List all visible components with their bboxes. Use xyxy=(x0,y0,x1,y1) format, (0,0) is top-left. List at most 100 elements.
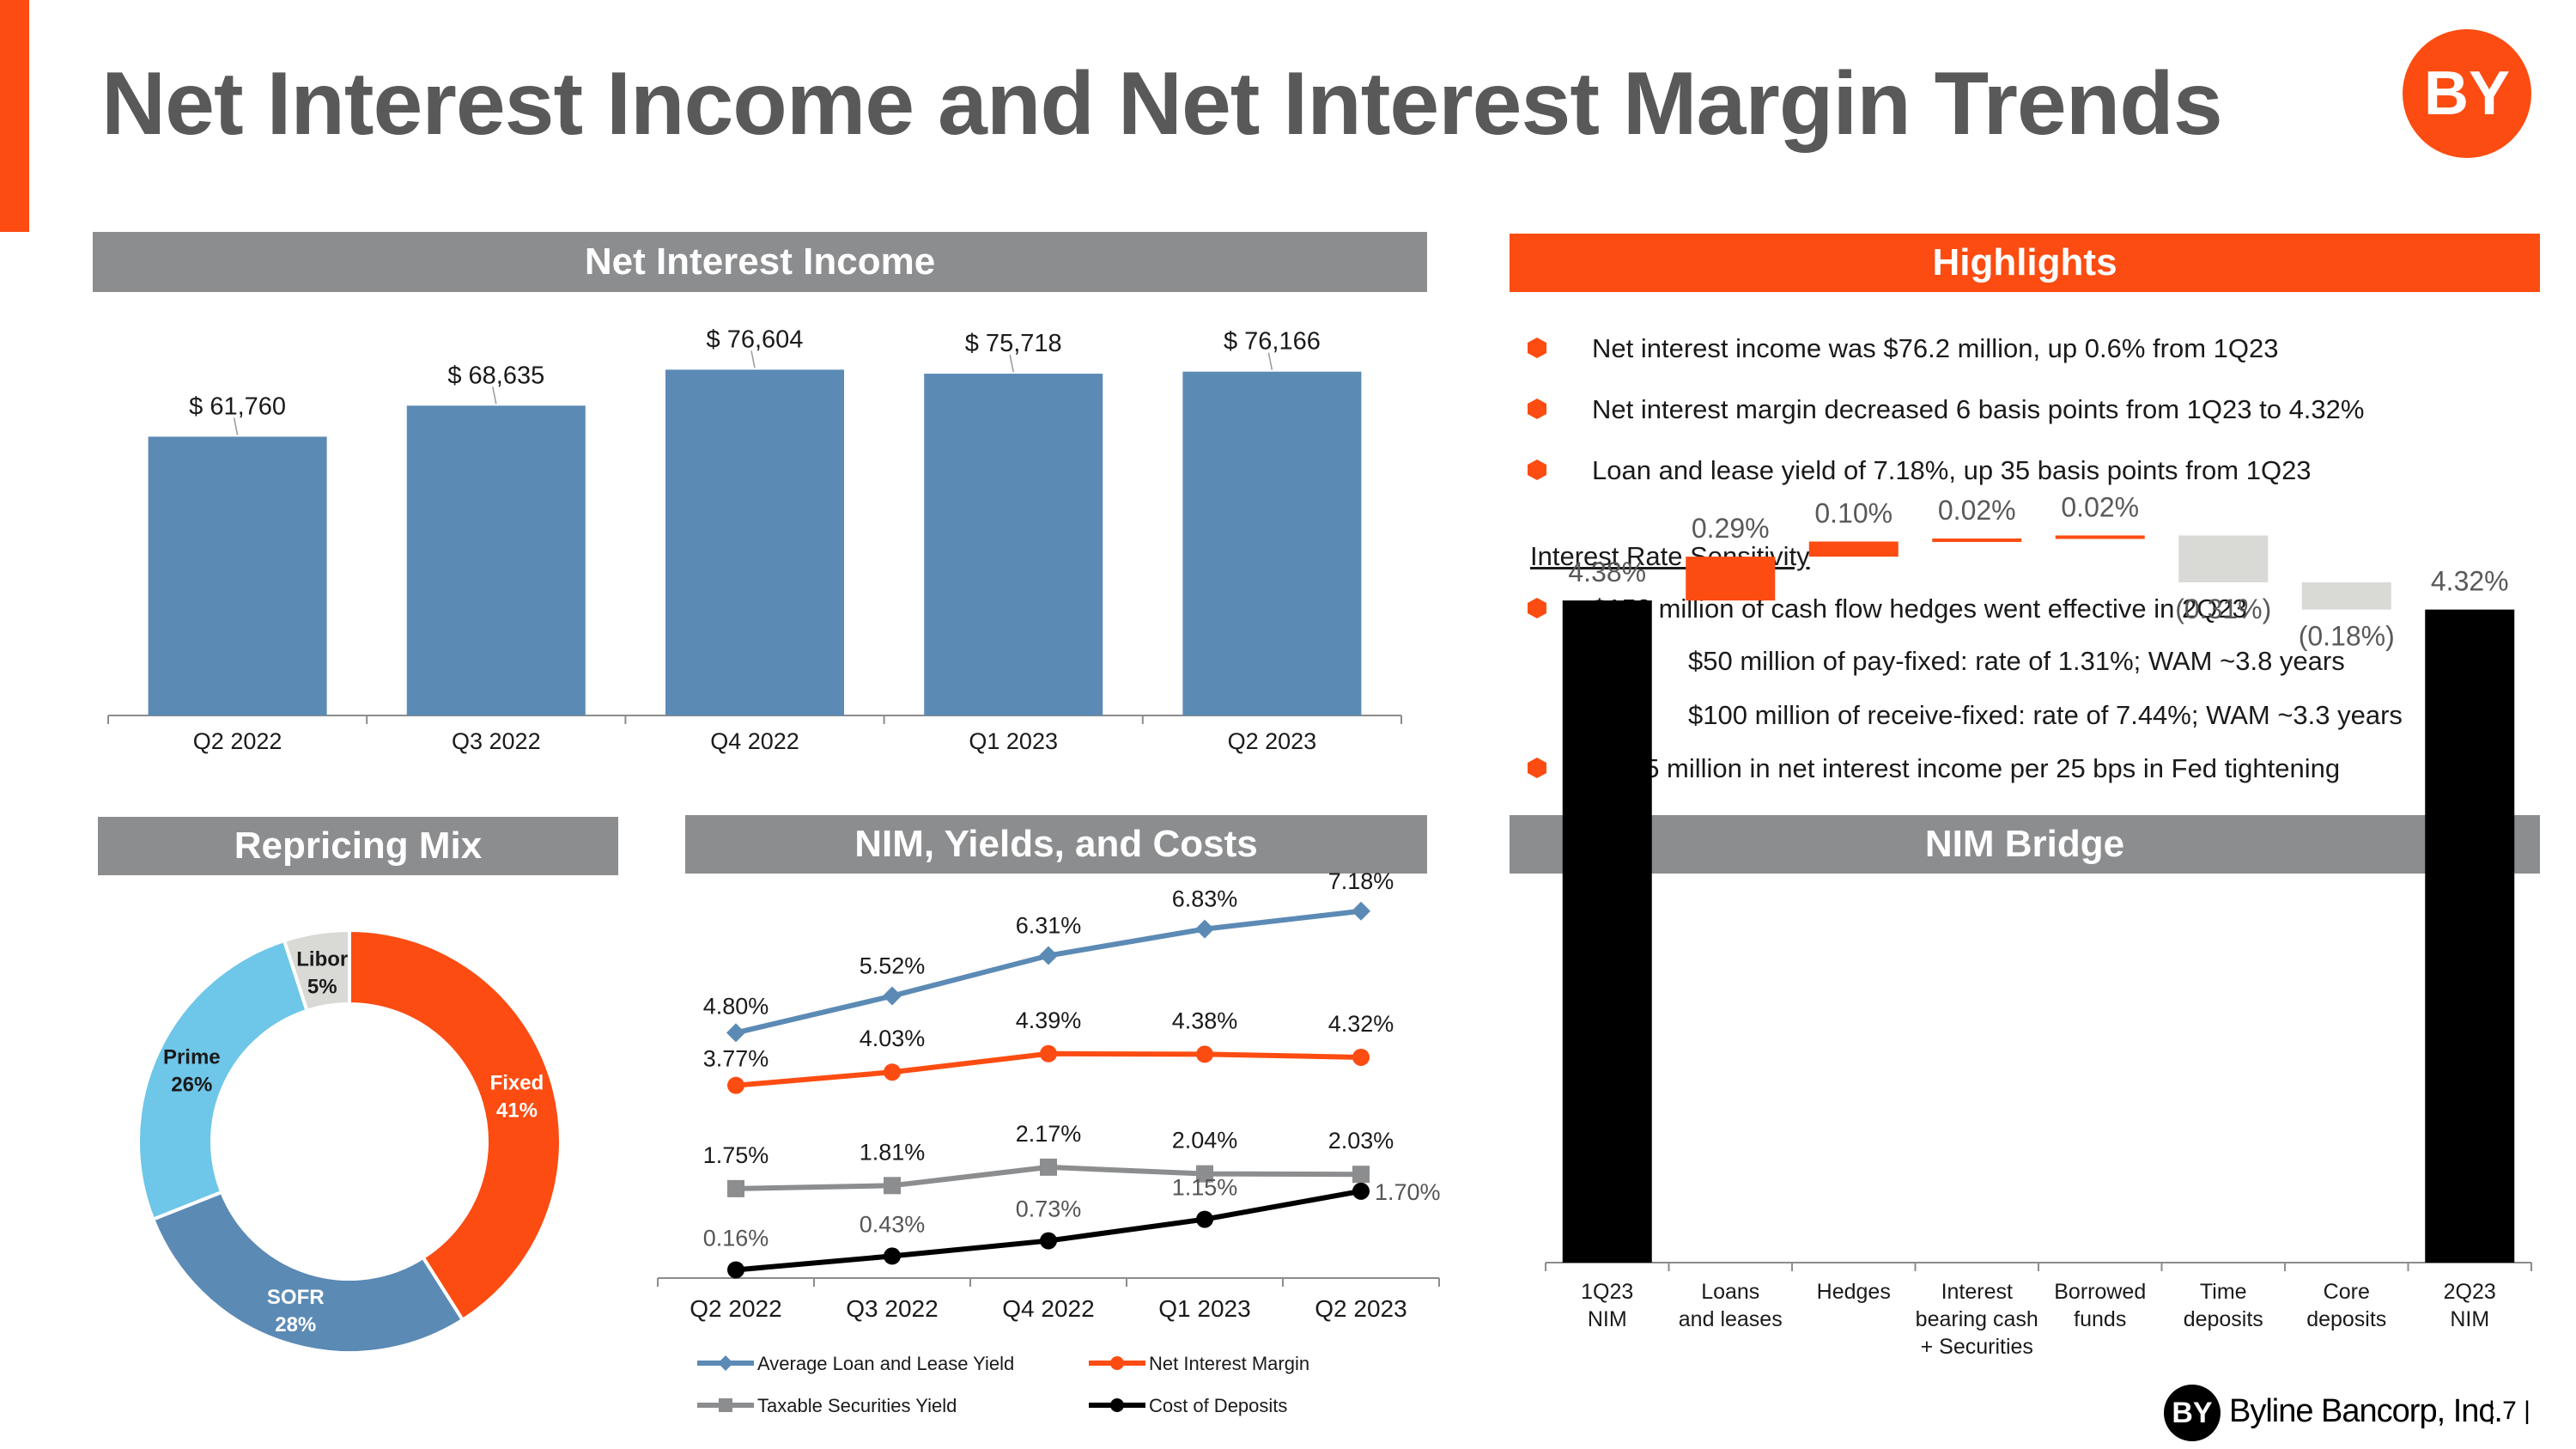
bridge-category-label: deposits xyxy=(2184,1307,2263,1331)
nim-data-label: 7.18% xyxy=(1328,868,1394,894)
donut-label-name: Libor xyxy=(296,947,348,971)
bridge-bar xyxy=(1932,538,2022,542)
nii-category-label: Q2 2022 xyxy=(193,728,283,754)
bridge-data-label: 0.02% xyxy=(1938,495,2016,526)
nim-legend-marker xyxy=(1110,1398,1124,1412)
nim-series-marker xyxy=(727,1076,744,1094)
nim-series-marker xyxy=(1196,1210,1213,1228)
bridge-category-label: NIM xyxy=(2450,1307,2489,1331)
nii-section-header: Net Interest Income xyxy=(93,232,1427,292)
nim-legend-marker xyxy=(1110,1356,1124,1370)
bridge-bar xyxy=(2425,609,2515,1263)
nim-data-label: 2.17% xyxy=(1016,1121,1082,1147)
bridge-category-label: Hedges xyxy=(1817,1280,1891,1304)
nii-data-label: $ 76,166 xyxy=(1224,328,1321,356)
donut-slice-libor xyxy=(282,928,351,1014)
nim-series-marker xyxy=(727,1261,744,1279)
nii-label-leader xyxy=(233,417,239,435)
irs-sub-item: $100 million of receive-fixed: rate of 7… xyxy=(1688,700,2403,730)
highlight-item: Net interest income was $76.2 million, u… xyxy=(1592,333,2279,363)
bridge-category-label: NIM xyxy=(1588,1307,1627,1331)
nim-category-label: Q1 2023 xyxy=(1158,1295,1250,1322)
nim-data-label: 3.77% xyxy=(703,1046,769,1072)
bridge-category-label: Loans xyxy=(1701,1280,1759,1304)
highlights-section-header: Highlights xyxy=(1510,234,2540,292)
nii-data-label: $ 76,604 xyxy=(707,326,804,353)
bridge-category-label: funds xyxy=(2074,1307,2126,1331)
bridge-category-label: Time xyxy=(2200,1280,2247,1304)
nim-data-label: 1.75% xyxy=(703,1142,769,1168)
nim-series-marker xyxy=(727,1179,744,1197)
donut-label-value: 41% xyxy=(496,1099,538,1122)
donut-slice-fixed xyxy=(348,928,562,1323)
irs-sub-item: $50 million of pay-fixed: rate of 1.31%;… xyxy=(1688,646,2345,676)
bridge-bar xyxy=(1686,557,1776,601)
nim-legend-marker xyxy=(719,1398,732,1412)
irs-item: +$2.5 million in net interest income per… xyxy=(1592,753,2341,783)
nim-data-label: 4.80% xyxy=(703,993,769,1019)
nim-series-marker xyxy=(1196,1045,1213,1063)
bridge-category-label: Core xyxy=(2324,1280,2370,1304)
nim-data-label: 1.81% xyxy=(860,1139,926,1165)
nim-series-marker xyxy=(1040,1158,1057,1176)
bridge-bar xyxy=(1808,541,1899,557)
nim-series-marker xyxy=(1352,1048,1370,1066)
nim-series-marker xyxy=(1039,946,1058,965)
bridge-category-label: bearing cash xyxy=(1916,1307,2038,1331)
nii-data-label: $ 61,760 xyxy=(189,393,286,420)
nii-category-label: Q3 2022 xyxy=(452,728,541,754)
donut-label-name: Prime xyxy=(163,1046,221,1069)
nim-data-label: 4.03% xyxy=(860,1026,926,1051)
nii-label-leader xyxy=(1009,354,1014,373)
donut-label-value: 28% xyxy=(275,1313,316,1336)
bridge-data-label: 4.32% xyxy=(2431,566,2509,597)
nii-bar xyxy=(665,369,844,715)
donut-slice-sofr xyxy=(150,1190,465,1355)
donut-label-value: 5% xyxy=(307,975,337,998)
nii-category-label: Q1 2023 xyxy=(969,728,1058,754)
nim-data-label: 4.32% xyxy=(1328,1011,1394,1037)
nii-data-label: $ 75,718 xyxy=(965,330,1062,357)
byline-logo: BY xyxy=(2403,29,2531,158)
accent-bar xyxy=(0,0,29,232)
nii-data-label: $ 68,635 xyxy=(447,362,544,389)
bullet-icon xyxy=(1528,598,1546,618)
nim-legend-label: Taxable Securities Yield xyxy=(757,1395,957,1416)
footer-logo-icon: BY xyxy=(2164,1385,2221,1441)
nii-bar xyxy=(1182,371,1362,715)
bullet-icon xyxy=(1528,338,1546,358)
nim-series-marker xyxy=(1040,1044,1057,1062)
bullet-icon xyxy=(1528,460,1546,480)
bullet-icon xyxy=(1528,399,1546,419)
bridge-category-label: 2Q23 xyxy=(2444,1280,2496,1304)
nim-data-label: 6.83% xyxy=(1172,886,1238,912)
nim-series-marker xyxy=(1195,919,1214,939)
nim-data-label: 5.52% xyxy=(860,953,926,979)
bullet-icon xyxy=(1528,758,1546,778)
nim-category-label: Q4 2022 xyxy=(1002,1295,1094,1322)
nim-series-marker xyxy=(1352,901,1370,921)
bridge-category-label: Borrowed xyxy=(2054,1280,2146,1304)
nim-series-marker xyxy=(1196,1165,1213,1183)
nim-yields-section-header: NIM, Yields, and Costs xyxy=(685,815,1427,874)
nii-bar xyxy=(148,436,327,715)
donut-label-value: 26% xyxy=(171,1074,212,1097)
nim-category-label: Q3 2022 xyxy=(846,1295,938,1322)
nim-legend-label: Cost of Deposits xyxy=(1149,1395,1287,1416)
highlight-item: Net interest margin decreased 6 basis po… xyxy=(1592,394,2365,424)
nim-legend-marker xyxy=(718,1355,733,1371)
nii-label-leader xyxy=(750,350,756,368)
nim-bridge-section-header: NIM Bridge xyxy=(1510,815,2540,874)
bridge-category-label: + Securities xyxy=(1921,1335,2033,1359)
bridge-bar xyxy=(2055,535,2145,539)
nim-data-label: 2.03% xyxy=(1328,1128,1394,1154)
nii-label-leader xyxy=(1267,352,1273,370)
nim-series-marker xyxy=(1352,1182,1370,1200)
nim-category-label: Q2 2022 xyxy=(690,1295,781,1322)
donut-label-name: Fixed xyxy=(490,1071,544,1094)
bridge-category-label: 1Q23 xyxy=(1581,1280,1633,1304)
nim-data-label: 6.31% xyxy=(1016,913,1082,939)
nim-series-marker xyxy=(884,1177,901,1195)
nim-data-label: 1.70% xyxy=(1375,1179,1441,1205)
donut-slice-prime xyxy=(137,938,310,1222)
